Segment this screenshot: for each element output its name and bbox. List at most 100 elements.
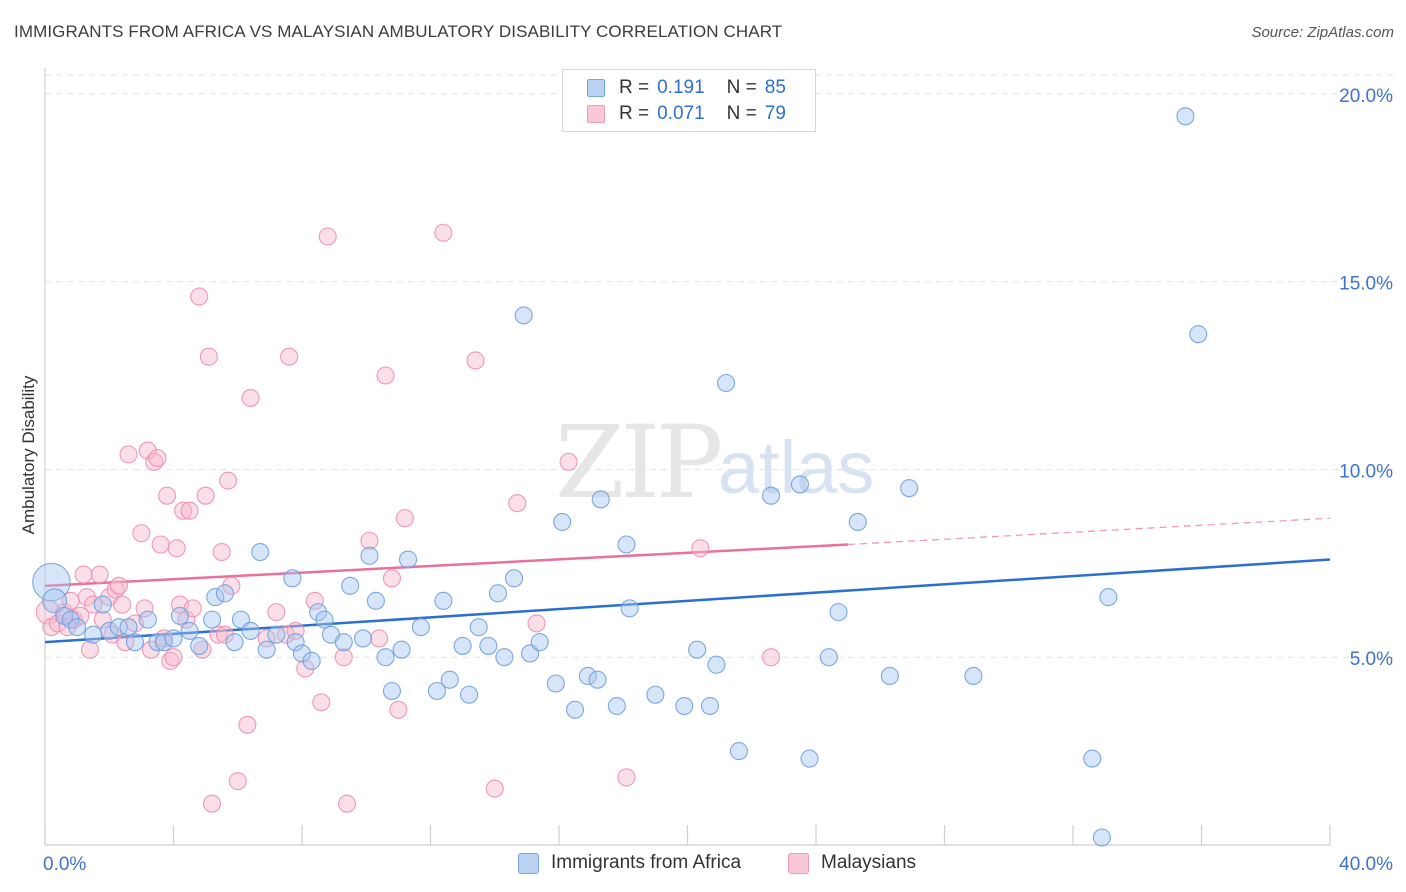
point-africa <box>93 595 112 614</box>
point-malaysians <box>196 486 215 505</box>
point-malaysians <box>164 648 183 667</box>
point-malaysians <box>559 452 578 471</box>
point-africa <box>588 670 607 689</box>
legend-r-label: R = <box>619 77 650 98</box>
point-africa <box>707 655 726 674</box>
point-malaysians <box>90 565 109 584</box>
point-africa <box>360 546 379 565</box>
point-malaysians <box>84 595 103 614</box>
point-africa <box>578 666 597 686</box>
x-tick-label-max: 40.0% <box>1339 854 1393 875</box>
point-africa <box>84 625 103 644</box>
point-malaysians <box>360 531 379 550</box>
point-africa <box>591 490 610 509</box>
legend-item-malaysians[interactable]: Malaysians <box>788 852 916 874</box>
point-africa <box>900 479 919 498</box>
point-africa <box>334 633 353 652</box>
point-africa <box>32 562 71 602</box>
point-africa <box>366 591 385 610</box>
point-malaysians <box>296 659 315 678</box>
point-malaysians <box>158 486 177 505</box>
legend-row-malaysians: R = 0.071 N = 79 <box>587 102 786 126</box>
point-malaysians <box>93 610 112 629</box>
point-africa <box>459 685 479 704</box>
point-africa <box>353 629 373 648</box>
point-malaysians <box>508 494 527 513</box>
point-africa <box>675 696 694 716</box>
point-malaysians <box>312 693 331 712</box>
point-africa <box>392 640 411 659</box>
point-africa <box>119 618 138 637</box>
legend-r-label: R = <box>619 103 650 124</box>
y-axis-title: Ambulatory Disability <box>19 375 38 535</box>
point-malaysians <box>135 599 154 618</box>
point-malaysians <box>466 351 485 370</box>
point-malaysians <box>167 539 186 558</box>
y-tick-label: 10.0% <box>1339 461 1393 482</box>
legend-series: Immigrants from Africa Malaysians <box>0 852 1406 878</box>
gridlines <box>45 74 1395 658</box>
point-africa <box>302 651 321 671</box>
point-malaysians <box>180 501 199 520</box>
legend-n-value-malaysians: 79 <box>764 103 786 124</box>
point-malaysians <box>238 715 257 734</box>
point-malaysians <box>215 625 234 644</box>
point-malaysians <box>267 603 286 622</box>
point-malaysians <box>119 445 138 464</box>
point-africa <box>617 535 636 554</box>
point-malaysians <box>199 347 218 366</box>
point-africa <box>646 685 665 704</box>
point-africa <box>479 636 498 655</box>
legend-r-value-malaysians: 0.071 <box>657 103 705 124</box>
point-malaysians <box>527 614 546 633</box>
point-malaysians <box>228 772 247 791</box>
point-malaysians <box>337 794 357 813</box>
point-africa <box>341 576 360 595</box>
point-malaysians <box>209 625 228 644</box>
point-africa <box>206 588 225 607</box>
point-malaysians <box>113 595 132 614</box>
point-malaysians <box>382 569 402 588</box>
watermark-atlas: atlas <box>718 426 875 509</box>
point-africa <box>434 591 453 610</box>
legend-item-africa[interactable]: Immigrants from Africa <box>518 852 741 874</box>
y-tick-label: 15.0% <box>1339 274 1393 295</box>
point-africa <box>164 629 183 648</box>
point-africa <box>411 618 430 637</box>
point-africa <box>309 603 328 622</box>
point-malaysians <box>174 501 193 520</box>
point-malaysians <box>318 227 337 246</box>
point-malaysians <box>77 588 96 607</box>
chart-title: IMMIGRANTS FROM AFRICA VS MALAYSIAN AMBU… <box>14 22 783 41</box>
point-africa <box>530 633 549 652</box>
series-immigrants-from-africa <box>32 107 1208 847</box>
point-africa <box>225 633 244 652</box>
point-malaysians <box>370 629 389 648</box>
point-africa <box>1092 828 1111 847</box>
watermark-zip: ZIP <box>555 404 723 521</box>
point-africa <box>620 599 639 618</box>
point-africa <box>488 584 508 603</box>
point-africa <box>138 610 157 629</box>
point-malaysians <box>80 640 100 659</box>
legend-swatch-africa <box>518 852 539 874</box>
point-malaysians <box>376 366 395 385</box>
point-malaysians <box>389 700 408 719</box>
point-africa <box>504 569 524 588</box>
point-africa <box>964 666 983 686</box>
point-africa <box>241 621 260 640</box>
point-africa <box>729 742 748 761</box>
legend-swatch-africa <box>587 79 605 97</box>
point-africa <box>688 640 707 659</box>
point-africa <box>170 606 189 625</box>
point-africa <box>553 512 572 532</box>
point-africa <box>800 749 819 768</box>
point-malaysians <box>71 606 90 625</box>
y-tick-label: 5.0% <box>1350 649 1393 670</box>
point-africa <box>100 621 119 640</box>
point-africa <box>292 644 312 663</box>
point-malaysians <box>74 565 93 584</box>
point-africa <box>1099 588 1118 607</box>
point-malaysians <box>485 779 504 798</box>
